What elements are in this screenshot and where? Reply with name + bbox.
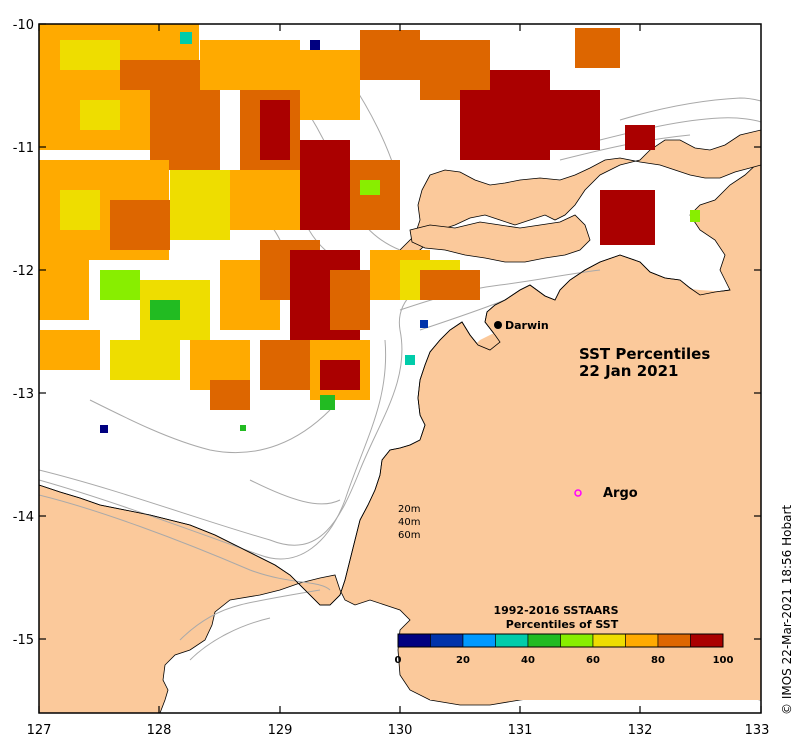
y-tick-labels: -10 -11 -12 -13 -14 -15 bbox=[13, 18, 34, 648]
y-tick-label: -12 bbox=[13, 264, 34, 279]
coast-outline bbox=[39, 254, 731, 606]
x-tick-label: 128 bbox=[147, 723, 172, 738]
land-cobourg bbox=[394, 129, 761, 259]
colorbar-swatch bbox=[657, 633, 691, 648]
x-tick-label: 131 bbox=[508, 723, 533, 738]
colorbar-tick-label: 40 bbox=[521, 655, 535, 666]
x-tick-label: 127 bbox=[27, 723, 52, 738]
y-tick-label: -13 bbox=[13, 387, 34, 402]
colorbar: 1992-2016 SSTAARS Percentiles of SST 0 2… bbox=[395, 604, 734, 666]
map-title-line1: SST Percentiles bbox=[579, 345, 710, 363]
map-title-line2: 22 Jan 2021 bbox=[579, 362, 678, 380]
colorbar-swatch bbox=[462, 633, 496, 648]
depth-legend-item: 40m bbox=[398, 517, 420, 528]
colorbar-swatch bbox=[625, 633, 659, 648]
colorbar-title-line2: Percentiles of SST bbox=[506, 618, 619, 631]
darwin-marker-icon bbox=[494, 321, 502, 329]
colorbar-tick-label: 0 bbox=[395, 655, 402, 666]
y-tick-label: -15 bbox=[13, 633, 34, 648]
y-tick-label: -11 bbox=[13, 141, 34, 156]
colorbar-frame bbox=[397, 633, 724, 648]
colorbar-swatch bbox=[495, 633, 529, 648]
colorbar-swatch bbox=[592, 633, 626, 648]
imos-credit: © IMOS 22-Mar-2021 18:56 Hobart bbox=[780, 505, 794, 715]
x-tick-label: 132 bbox=[628, 723, 653, 738]
colorbar-tick-label: 100 bbox=[713, 655, 734, 666]
colorbar-title-line1: 1992-2016 SSTAARS bbox=[493, 604, 618, 617]
x-tick-label: 129 bbox=[268, 723, 293, 738]
x-tick-label: 133 bbox=[745, 723, 770, 738]
colorbar-swatch bbox=[560, 633, 594, 648]
y-tick-label: -10 bbox=[13, 18, 34, 33]
colorbar-swatch bbox=[397, 633, 431, 648]
depth-legend-item: 20m bbox=[398, 504, 420, 515]
colorbar-tick-label: 80 bbox=[651, 655, 665, 666]
y-tick-label: -14 bbox=[13, 510, 34, 525]
y-axis bbox=[39, 23, 761, 640]
sst-percentile-field bbox=[39, 24, 700, 433]
x-tick-labels: 127 128 129 130 131 132 133 bbox=[27, 723, 770, 738]
argo-marker-icon bbox=[574, 489, 582, 497]
colorbar-tick-label: 60 bbox=[586, 655, 600, 666]
colorbar-swatch bbox=[527, 633, 561, 648]
x-axis bbox=[38, 24, 762, 713]
argo-label: Argo bbox=[603, 486, 638, 501]
colorbar-swatch bbox=[430, 633, 464, 648]
depth-legend-item: 60m bbox=[398, 530, 420, 541]
darwin-label: Darwin bbox=[505, 319, 549, 332]
colorbar-swatch bbox=[690, 633, 724, 648]
land-island-1 bbox=[409, 214, 591, 263]
x-tick-label: 130 bbox=[388, 723, 413, 738]
colorbar-tick-label: 20 bbox=[456, 655, 470, 666]
